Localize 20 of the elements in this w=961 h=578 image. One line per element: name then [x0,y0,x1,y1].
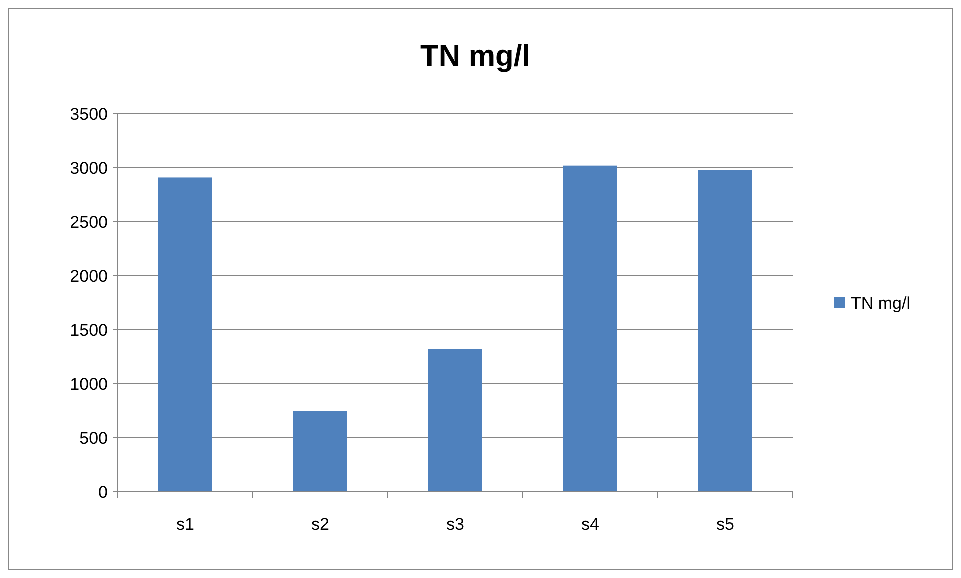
x-tick-label: s4 [582,515,600,534]
y-tick-label: 1500 [70,320,108,340]
chart-title: TN mg/l [420,40,530,73]
bar [158,178,212,492]
bar [564,166,618,492]
x-tick-label: s5 [716,515,734,534]
x-tick-label: s3 [446,515,464,534]
bar [698,170,752,492]
y-tick-label: 3500 [70,104,108,124]
y-tick-label: 2500 [70,212,108,232]
y-tick-label: 3000 [70,158,108,178]
y-tick-label: 0 [98,482,108,502]
x-tick-label: s1 [176,515,194,534]
y-tick-label: 2000 [70,266,108,286]
y-tick-label: 1000 [70,374,108,394]
bar [428,349,482,492]
x-tick-label: s2 [312,515,330,534]
legend-label: TN mg/l [851,294,910,313]
y-tick-label: 500 [80,428,108,448]
bar [294,411,348,492]
